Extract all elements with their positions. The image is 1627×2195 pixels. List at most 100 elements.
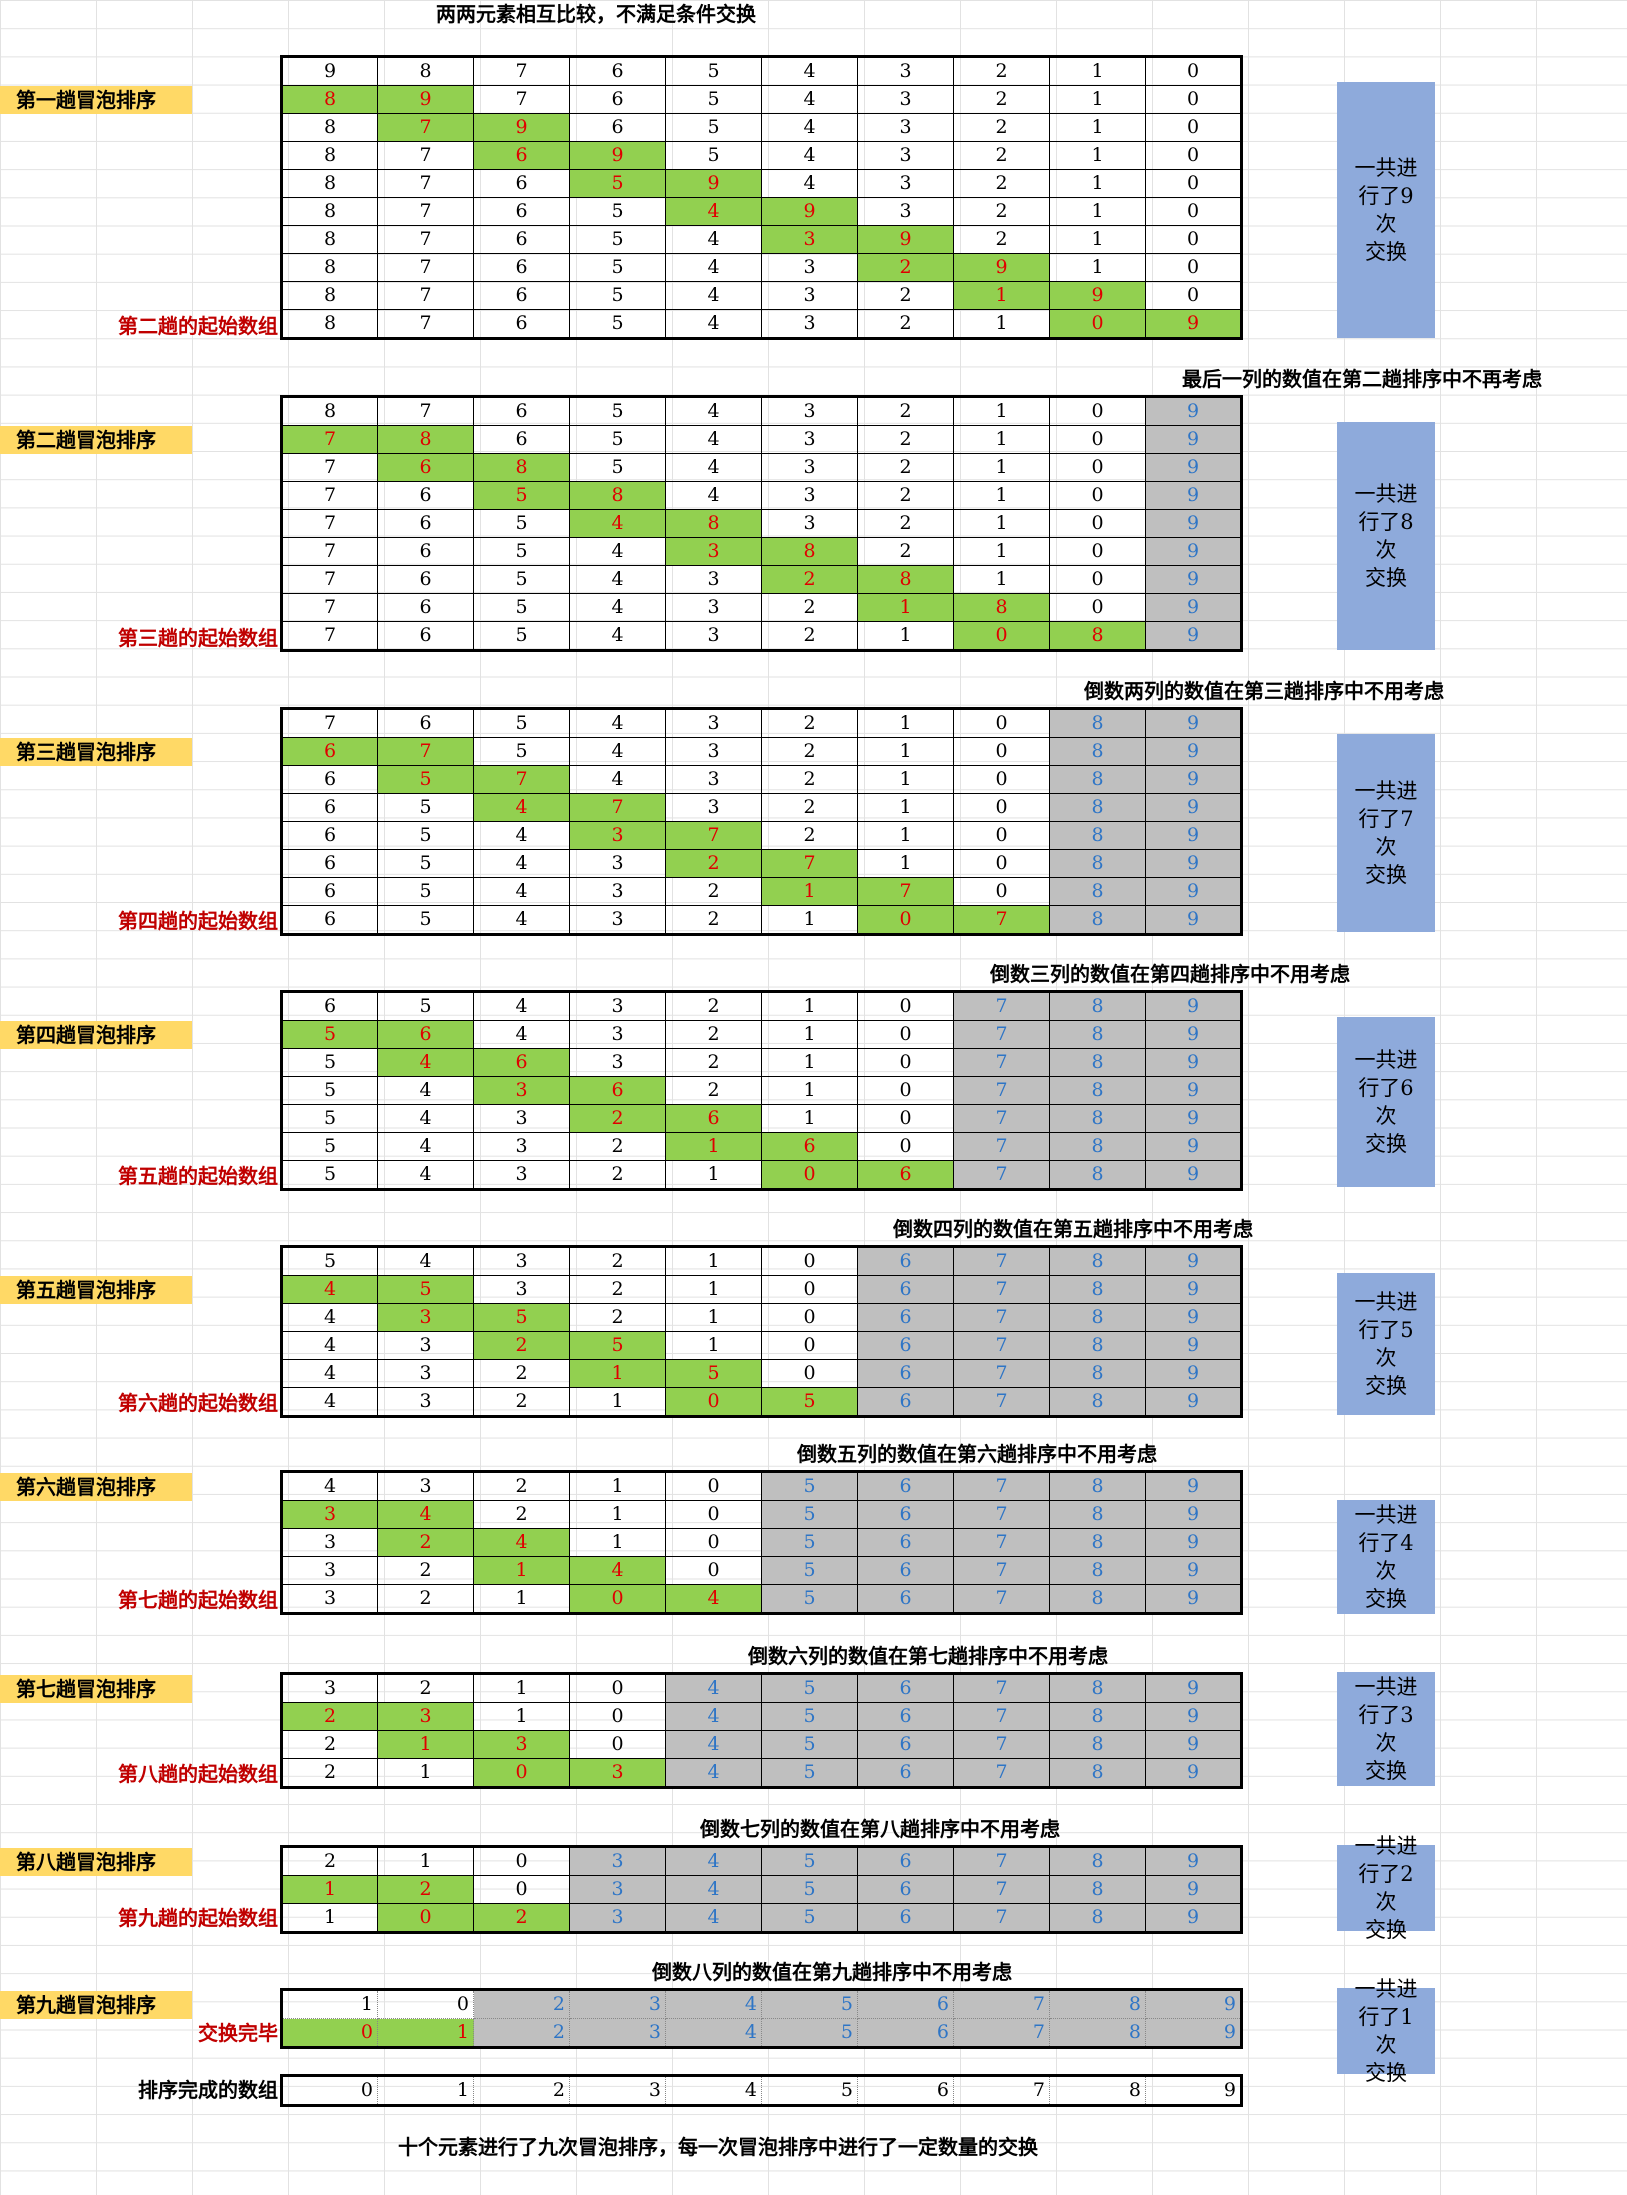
table-cell[interactable]: 6: [857, 1846, 954, 1876]
table-cell[interactable]: 9: [1145, 1275, 1242, 1304]
table-cell[interactable]: 5: [281, 1132, 378, 1161]
table-cell[interactable]: 7: [953, 2075, 1050, 2106]
table-cell[interactable]: 9: [1145, 565, 1242, 594]
table-cell[interactable]: 3: [569, 1048, 666, 1077]
table-cell[interactable]: 6: [857, 1359, 954, 1388]
table-cell[interactable]: 6: [857, 1160, 954, 1190]
table-cell[interactable]: 9: [1145, 1246, 1242, 1276]
table-cell[interactable]: 2: [281, 1702, 378, 1731]
table-cell[interactable]: 1: [953, 481, 1050, 510]
table-cell[interactable]: 2: [953, 225, 1050, 254]
table-cell[interactable]: 4: [473, 849, 570, 878]
table-cell[interactable]: 4: [665, 1584, 762, 1614]
table-cell[interactable]: 6: [377, 1020, 474, 1049]
table-cell[interactable]: 9: [1145, 1104, 1242, 1133]
table-cell[interactable]: 5: [377, 821, 474, 850]
table-cell[interactable]: 2: [569, 1275, 666, 1304]
table-cell[interactable]: 4: [281, 1387, 378, 1417]
table-cell[interactable]: 6: [473, 396, 570, 426]
table-cell[interactable]: 6: [473, 309, 570, 339]
table-cell[interactable]: 1: [473, 1673, 570, 1703]
table-cell[interactable]: 8: [1049, 1846, 1146, 1876]
table-cell[interactable]: 0: [1049, 537, 1146, 566]
table-cell[interactable]: 1: [665, 1132, 762, 1161]
table-cell[interactable]: 3: [665, 793, 762, 822]
table-cell[interactable]: 0: [953, 821, 1050, 850]
table-cell[interactable]: 0: [665, 1556, 762, 1585]
table-cell[interactable]: 7: [953, 1160, 1050, 1190]
table-cell[interactable]: 6: [473, 253, 570, 282]
table-cell[interactable]: 7: [953, 1989, 1050, 2019]
table-cell[interactable]: 0: [761, 1275, 858, 1304]
table-cell[interactable]: 9: [1145, 905, 1242, 935]
table-cell[interactable]: 4: [377, 1048, 474, 1077]
table-cell[interactable]: 3: [281, 1584, 378, 1614]
table-cell[interactable]: 0: [857, 1076, 954, 1105]
table-cell[interactable]: 7: [953, 1471, 1050, 1501]
table-cell[interactable]: 3: [473, 1160, 570, 1190]
table-cell[interactable]: 8: [1049, 991, 1146, 1021]
table-cell[interactable]: 5: [569, 281, 666, 310]
table-cell[interactable]: 7: [953, 1500, 1050, 1529]
table-cell[interactable]: 5: [665, 56, 762, 86]
table-cell[interactable]: 9: [1145, 1048, 1242, 1077]
table-cell[interactable]: 7: [953, 1303, 1050, 1332]
table-cell[interactable]: 3: [665, 708, 762, 738]
table-cell[interactable]: 3: [569, 1875, 666, 1904]
table-cell[interactable]: 9: [1145, 593, 1242, 622]
table-cell[interactable]: 2: [761, 821, 858, 850]
table-cell[interactable]: 7: [953, 1387, 1050, 1417]
table-cell[interactable]: 0: [953, 765, 1050, 794]
table-cell[interactable]: 7: [665, 821, 762, 850]
table-cell[interactable]: 0: [953, 737, 1050, 766]
table-cell[interactable]: 0: [761, 1160, 858, 1190]
table-cell[interactable]: 2: [857, 481, 954, 510]
table-cell[interactable]: 4: [473, 1528, 570, 1557]
table-cell[interactable]: 5: [761, 1471, 858, 1501]
table-cell[interactable]: 0: [857, 1020, 954, 1049]
table-cell[interactable]: 0: [761, 1303, 858, 1332]
table-cell[interactable]: 3: [665, 565, 762, 594]
table-cell[interactable]: 5: [569, 396, 666, 426]
table-cell[interactable]: 4: [569, 537, 666, 566]
table-cell[interactable]: 8: [1049, 1758, 1146, 1788]
table-cell[interactable]: 6: [377, 509, 474, 538]
table-cell[interactable]: 5: [761, 1989, 858, 2019]
table-cell[interactable]: 5: [569, 253, 666, 282]
table-cell[interactable]: 2: [569, 1160, 666, 1190]
table-cell[interactable]: 9: [1145, 877, 1242, 906]
table-cell[interactable]: 6: [377, 537, 474, 566]
table-cell[interactable]: 7: [953, 1048, 1050, 1077]
table-cell[interactable]: 9: [377, 85, 474, 114]
table-cell[interactable]: 5: [377, 849, 474, 878]
table-cell[interactable]: 9: [1145, 708, 1242, 738]
table-cell[interactable]: 5: [377, 991, 474, 1021]
table-cell[interactable]: 2: [665, 877, 762, 906]
table-cell[interactable]: 0: [953, 877, 1050, 906]
table-cell[interactable]: 9: [1145, 1020, 1242, 1049]
table-cell[interactable]: 6: [857, 1387, 954, 1417]
table-cell[interactable]: 8: [281, 197, 378, 226]
table-cell[interactable]: 5: [569, 169, 666, 198]
table-cell[interactable]: 1: [1049, 225, 1146, 254]
table-cell[interactable]: 0: [1049, 425, 1146, 454]
table-cell[interactable]: 3: [473, 1076, 570, 1105]
table-cell[interactable]: 1: [953, 425, 1050, 454]
table-cell[interactable]: 4: [665, 281, 762, 310]
table-cell[interactable]: 9: [1049, 281, 1146, 310]
table-cell[interactable]: 0: [665, 1528, 762, 1557]
table-cell[interactable]: 7: [377, 113, 474, 142]
table-cell[interactable]: 3: [473, 1104, 570, 1133]
table-cell[interactable]: 7: [281, 453, 378, 482]
table-cell[interactable]: 3: [281, 1500, 378, 1529]
table-cell[interactable]: 9: [569, 141, 666, 170]
table-cell[interactable]: 3: [761, 425, 858, 454]
table-cell[interactable]: 8: [377, 56, 474, 86]
table-cell[interactable]: 6: [569, 85, 666, 114]
table-cell[interactable]: 2: [857, 453, 954, 482]
table-cell[interactable]: 6: [473, 1048, 570, 1077]
table-cell[interactable]: 5: [281, 1048, 378, 1077]
table-cell[interactable]: 0: [857, 991, 954, 1021]
table-cell[interactable]: 8: [665, 509, 762, 538]
table-cell[interactable]: 7: [281, 509, 378, 538]
